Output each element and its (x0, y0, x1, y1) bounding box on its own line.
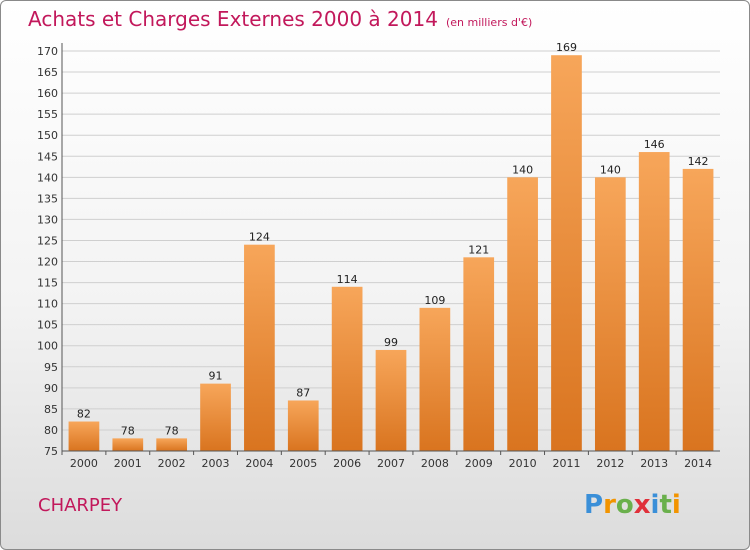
chart-title: Achats et Charges Externes 2000 à 2014 (e… (28, 7, 532, 31)
x-tick-label: 2010 (509, 457, 537, 470)
logo-letter: t (659, 490, 672, 520)
city-name: CHARPEY (38, 495, 123, 516)
x-tick-label: 2006 (333, 457, 361, 470)
y-tick-label: 115 (37, 277, 58, 290)
logo-letter: i (650, 490, 660, 520)
y-tick-label: 85 (44, 403, 58, 416)
bar-value-label: 99 (384, 336, 398, 349)
bar (638, 152, 670, 452)
bar-value-label: 121 (468, 243, 489, 256)
bar-value-label: 124 (249, 231, 270, 244)
y-tick-label: 105 (37, 319, 58, 332)
y-tick-label: 140 (37, 171, 58, 184)
bar (507, 177, 538, 451)
y-tick-label: 130 (37, 213, 58, 226)
bar-value-label: 169 (556, 41, 577, 54)
y-tick-label: 155 (37, 108, 58, 121)
y-tick-label: 125 (37, 234, 58, 247)
logo-letter: r (603, 490, 616, 520)
bar-value-label: 91 (209, 370, 223, 383)
bar (156, 438, 188, 451)
x-tick-label: 2011 (552, 457, 580, 470)
bar (551, 55, 582, 452)
x-tick-label: 2001 (114, 457, 142, 470)
logo-letter: i (671, 490, 681, 520)
x-tick-label: 2007 (377, 457, 405, 470)
bar (200, 383, 231, 451)
bar (594, 177, 626, 451)
chart-title-text: Achats et Charges Externes 2000 à 2014 (28, 7, 438, 31)
x-tick-label: 2008 (421, 457, 449, 470)
y-tick-label: 110 (37, 298, 58, 311)
bar-value-label: 140 (512, 163, 533, 176)
x-tick-label: 2009 (465, 457, 493, 470)
y-tick-label: 170 (37, 45, 58, 58)
y-tick-label: 75 (44, 445, 58, 458)
logo-letter: o (615, 490, 634, 520)
x-tick-label: 2014 (684, 457, 712, 470)
bar-value-label: 146 (644, 138, 665, 151)
bar-value-label: 142 (688, 155, 709, 168)
y-tick-label: 145 (37, 150, 58, 163)
y-tick-label: 95 (44, 361, 58, 374)
bar-value-label: 140 (600, 163, 621, 176)
bar (68, 421, 100, 451)
x-tick-label: 2013 (640, 457, 668, 470)
x-tick-label: 2012 (596, 457, 624, 470)
x-tick-label: 2003 (202, 457, 230, 470)
y-tick-label: 165 (37, 66, 58, 79)
x-tick-label: 2004 (245, 457, 273, 470)
bar (375, 349, 407, 451)
y-tick-label: 120 (37, 256, 58, 269)
bar (287, 400, 319, 451)
bar-value-label: 114 (337, 273, 358, 286)
x-axis-ticks: 2000 2001 2002 2003 2004 2005 2006 2007 2008 2009… (61, 451, 712, 470)
logo-letter: x (633, 490, 651, 520)
y-tick-label: 100 (37, 340, 58, 353)
bar (463, 257, 495, 451)
y-tick-label: 135 (37, 192, 58, 205)
bar (682, 168, 714, 452)
bar-value-label: 78 (121, 424, 135, 437)
x-tick-label: 2005 (289, 457, 317, 470)
bar (419, 307, 451, 451)
bar-value-label: 78 (165, 424, 179, 437)
y-tick-label: 80 (44, 424, 58, 437)
bar (331, 286, 363, 451)
proxiti-logo: Proxiti (584, 490, 681, 520)
x-tick-label: 2002 (158, 457, 186, 470)
y-tick-label: 160 (37, 87, 58, 100)
bar-value-label: 109 (424, 294, 445, 307)
y-tick-label: 150 (37, 129, 58, 142)
y-tick-label: 90 (44, 382, 58, 395)
x-tick-label: 2000 (70, 457, 98, 470)
bar-value-label: 87 (296, 386, 310, 399)
bar-value-label: 82 (77, 408, 91, 421)
bar (112, 438, 144, 451)
y-axis-ticks: 75 80 85 90 95 100 105 110 115 120 125 130 135 140 145… (37, 45, 58, 458)
bar (244, 244, 275, 451)
logo-letter: P (584, 490, 604, 520)
value-labels: 82 78 78 91 124 87 114 99 109 121 140 169 140 146 142 (77, 41, 709, 437)
chart-subtitle: (en milliers d'€) (445, 16, 533, 29)
bars (68, 55, 714, 452)
